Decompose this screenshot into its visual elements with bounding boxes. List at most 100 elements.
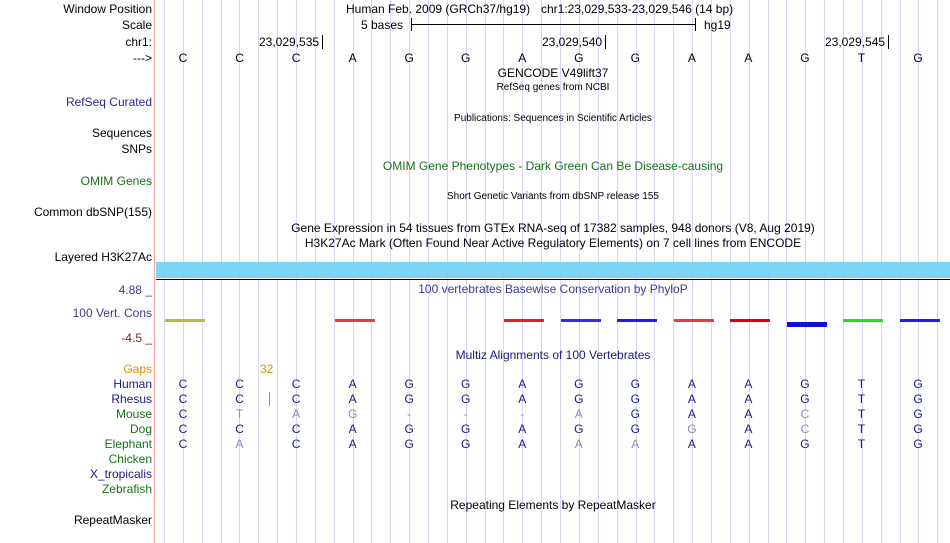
- alignment-base: T: [235, 407, 244, 421]
- alignment-base: T: [857, 407, 866, 421]
- alignment-base: A: [235, 437, 244, 451]
- species-label[interactable]: Elephant: [104, 437, 152, 451]
- phylop-mark: [504, 319, 545, 322]
- alignment-base: A: [574, 437, 583, 451]
- alignment-base: T: [857, 437, 866, 451]
- species-label[interactable]: Dog: [129, 422, 152, 436]
- alignment-base: A: [348, 437, 357, 451]
- alignment-base: G: [913, 392, 923, 406]
- alignment-base: G: [630, 377, 640, 391]
- alignment-base: C: [291, 422, 301, 436]
- label-dbsnp[interactable]: Common dbSNP(155): [33, 205, 152, 219]
- phylop-mark: [786, 322, 827, 327]
- alignment-base: A: [518, 392, 527, 406]
- label-cons-min: -4.5 _: [121, 331, 152, 345]
- species-label[interactable]: Mouse: [115, 407, 152, 421]
- phylop-mark: [900, 319, 941, 322]
- phylop-mark: [730, 319, 771, 322]
- scale-label: 5 bases: [361, 18, 404, 32]
- label-h3k27ac[interactable]: Layered H3K27Ac: [54, 250, 152, 264]
- alignment-base: G: [461, 377, 471, 391]
- label-omim[interactable]: OMIM Genes: [80, 174, 152, 188]
- alignment-base: C: [178, 422, 188, 436]
- dbsnp-title: Short Genetic Variants from dbSNP releas…: [447, 191, 659, 202]
- reference-base: G: [461, 51, 471, 65]
- h3k27ac-title: H3K27Ac Mark (Often Found Near Active Re…: [304, 236, 802, 250]
- h3k27ac-signal: [156, 262, 950, 278]
- label-strand-arrow[interactable]: --->: [133, 51, 152, 65]
- label-cons[interactable]: 100 Vert. Cons: [72, 306, 152, 320]
- label-repeatmasker[interactable]: RepeatMasker: [73, 513, 152, 527]
- alignment-base: A: [687, 407, 696, 421]
- phylop-mark: [673, 319, 714, 322]
- alignment-base: T: [857, 377, 866, 391]
- scale-db: hg19: [704, 18, 731, 32]
- alignment-base: C: [235, 377, 244, 391]
- alignment-base: G: [913, 407, 923, 421]
- alignment-base: A: [518, 422, 527, 436]
- alignment-base: C: [800, 422, 810, 436]
- reference-base: T: [857, 51, 866, 65]
- alignment-base: G: [630, 392, 640, 406]
- position-tick: 23,029,535: [259, 35, 324, 49]
- label-window-position: Window Position: [63, 2, 152, 16]
- alignment-base: A: [744, 422, 753, 436]
- reference-base: A: [687, 51, 696, 65]
- alignment-base: C: [291, 392, 301, 406]
- alignment-base: A: [744, 392, 753, 406]
- species-label[interactable]: X_tropicalis: [89, 467, 152, 481]
- alignment-base: A: [348, 377, 357, 391]
- label-chr: chr1:: [125, 35, 152, 49]
- alignment-base: C: [291, 437, 301, 451]
- assembly-title: Human Feb. 2009 (GRCh37/hg19): [346, 2, 531, 16]
- alignment-base: -: [463, 407, 468, 421]
- alignment-base: G: [404, 392, 414, 406]
- species-label[interactable]: Human: [113, 377, 152, 391]
- label-refseq[interactable]: RefSeq Curated: [65, 95, 152, 109]
- position-tick: 23,029,545: [825, 35, 890, 49]
- label-cons-max: 4.88 _: [118, 283, 152, 297]
- alignment-base: G: [574, 377, 584, 391]
- alignment-base: C: [178, 437, 188, 451]
- reference-base: C: [178, 51, 188, 65]
- alignment-base: A: [687, 392, 696, 406]
- divider: [154, 0, 155, 543]
- repeat-title: Repeating Elements by RepeatMasker: [450, 498, 656, 512]
- alignment-base: A: [518, 377, 527, 391]
- scale-bar: [411, 18, 696, 31]
- phylop-mark: [843, 319, 884, 322]
- alignment-base: -: [520, 407, 525, 421]
- species-label[interactable]: Zebrafish: [101, 482, 152, 496]
- species-label[interactable]: Chicken: [108, 452, 152, 466]
- alignment-base: A: [518, 437, 527, 451]
- reference-base: A: [348, 51, 357, 65]
- label-sequences[interactable]: Sequences: [91, 126, 152, 140]
- alignment-base: C: [178, 392, 188, 406]
- phylop-mark: [165, 319, 205, 322]
- alignment-base: G: [347, 407, 358, 421]
- alignment-base: C: [800, 407, 810, 421]
- label-gaps[interactable]: Gaps: [123, 362, 152, 376]
- alignment-base: G: [687, 422, 697, 436]
- reference-base: C: [291, 51, 301, 65]
- reference-base: G: [574, 51, 584, 65]
- alignment-base: A: [574, 407, 583, 421]
- alignment-base: C: [178, 407, 188, 421]
- alignment-base: A: [348, 422, 357, 436]
- alignment-base: C: [235, 422, 244, 436]
- alignment-base: G: [630, 407, 640, 421]
- phylop-mark: [617, 319, 658, 322]
- gap-marker: [269, 392, 270, 406]
- alignment-base: A: [744, 377, 753, 391]
- species-label[interactable]: Rhesus: [111, 392, 152, 406]
- alignment-base: G: [800, 392, 810, 406]
- alignment-base: T: [857, 422, 866, 436]
- alignment-base: A: [744, 407, 753, 421]
- publications-title: Publications: Sequences in Scientific Ar…: [454, 113, 652, 124]
- reference-base: G: [800, 51, 810, 65]
- label-snps[interactable]: SNPs: [121, 142, 152, 156]
- alignment-base: G: [800, 437, 810, 451]
- phylop-mark: [334, 319, 375, 322]
- gencode-title[interactable]: GENCODE V49lift37: [497, 66, 609, 80]
- gap-count: 32: [260, 362, 274, 376]
